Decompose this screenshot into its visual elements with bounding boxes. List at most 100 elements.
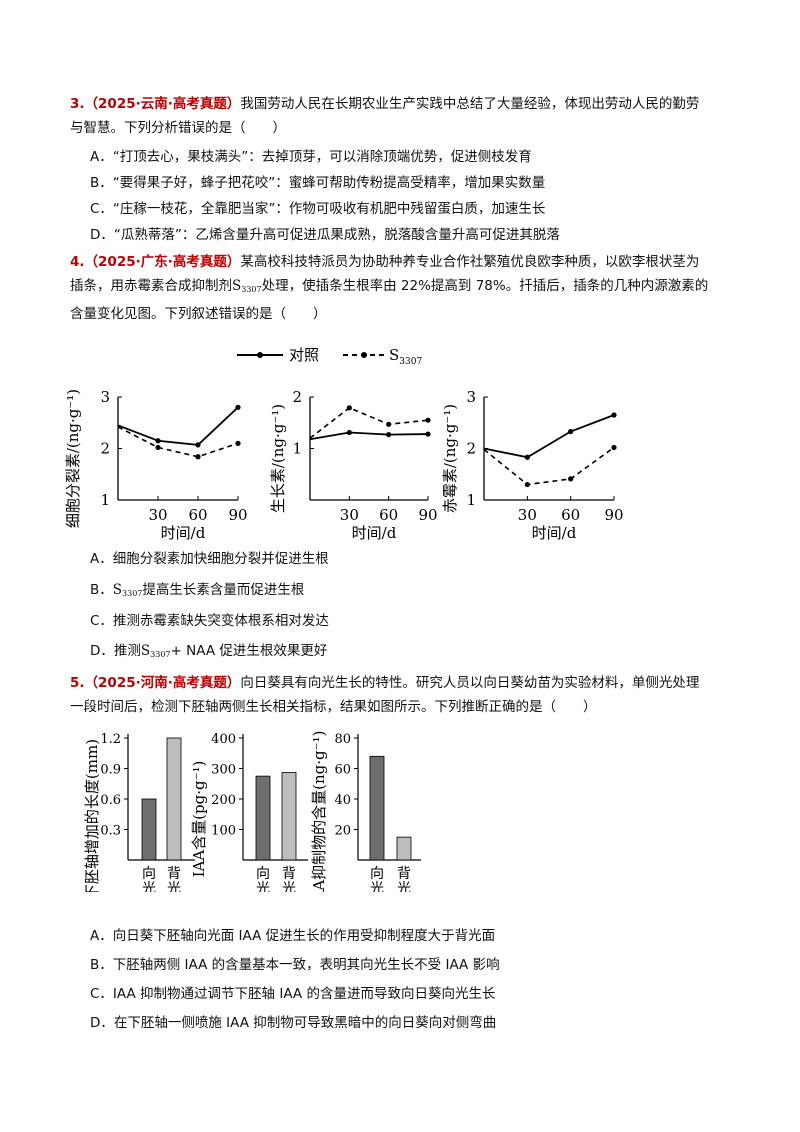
q4-line-charts: 对照 S3307 1 2 3 30 60 90 时间/d 细胞分裂素/(ng·g⁻¹) 1 2 3…: [64, 346, 624, 542]
y-tick-label: 2: [292, 388, 302, 406]
y-tick-label: 1: [292, 440, 302, 458]
question-number: 5.: [70, 675, 85, 691]
y-tick-label: 300: [211, 763, 236, 778]
data-point: [611, 444, 617, 451]
line-chart-cytokinin: 1 2 3 30 60 90 时间/d 细胞分裂素/(ng·g⁻¹): [64, 388, 248, 542]
x-tick-label: 90: [418, 506, 437, 524]
x-category-label: 背光面: [167, 866, 181, 892]
y-tick-label: 0.6: [100, 793, 121, 808]
bar-chart-iaa-content: 100 200 300 400 向光面背光面 IAA含量(pg·g⁻¹): [190, 732, 308, 892]
option-a[interactable]: A．向日葵下胚轴向光面 IAA 促进生长的作用受抑制程度大于背光面: [90, 928, 496, 944]
question-text: 与智慧。下列分析错误的是（ ）: [70, 120, 286, 136]
y-tick-label: 0.9: [100, 763, 121, 778]
data-point: [568, 428, 574, 435]
y-axis-label: 细胞分裂素/(ng·g⁻¹): [64, 389, 82, 528]
bar-shade-side: [281, 772, 297, 861]
series-line-treatment: [117, 426, 239, 458]
option-c[interactable]: C．“庄稼一枝花，全靠肥当家”：作物可吸收有机肥中残留蛋白质，加速生长: [90, 201, 546, 217]
y-tick-label: 200: [211, 793, 236, 808]
data-point: [346, 429, 352, 436]
y-tick-label: 1: [100, 491, 110, 509]
y-tick-label: 20: [334, 824, 351, 839]
y-axis-label: 下胚轴增加的长度(mm): [83, 739, 101, 892]
question-source: （2025·云南·高考真题）: [84, 96, 241, 112]
y-tick-label: 1: [466, 491, 476, 509]
data-point: [346, 405, 352, 411]
y-axis-label: IAA抑制物的含量(ng·g⁻¹): [310, 731, 328, 892]
y-tick-label: 400: [211, 732, 236, 747]
series-line-treatment: [309, 406, 429, 439]
y-tick-label: 1.2: [100, 732, 121, 747]
bar-light-side: [141, 798, 157, 861]
y-tick-label: 3: [100, 388, 110, 406]
y-tick-label: 0.3: [100, 824, 121, 839]
question-number: 3.: [70, 96, 85, 112]
option-a[interactable]: A．“打顶去心，果枝满头”：去掉顶芽，可以消除顶端优势，促进侧枝发育: [90, 149, 532, 165]
question-text: 处理，使插条生根率由 22%提高到 78%。扦插后，插条的几种内源激素的: [261, 278, 709, 294]
series-line-control: [117, 406, 239, 446]
x-category-label: 背光面: [282, 866, 296, 892]
y-tick-label: 80: [334, 732, 351, 747]
data-point: [524, 454, 530, 460]
question-text: 某高校科技特派员为协助种养专业合作社繁殖优良欧李种质，以欧李根状茎为: [240, 254, 700, 270]
question-3-stem: 3.（2025·云南·高考真题）我国劳动人民在长期农业生产实践中总结了大量经验，…: [70, 92, 735, 140]
y-axis-label: 生长素/(ng·g⁻¹): [269, 404, 287, 513]
option-b[interactable]: B．“要得果子好，蜂子把花咬”：蜜蜂可帮助传粉提高受精率，增加果实数量: [90, 175, 546, 191]
question-text: 含量变化见图。下列叙述错误的是（ ）: [70, 306, 327, 322]
x-tick-label: 60: [188, 506, 207, 524]
x-tick-label: 30: [340, 506, 359, 524]
x-tick-label: 90: [228, 506, 247, 524]
question-text: 插条，用赤霉素合成抑制剂: [70, 278, 232, 294]
x-category-label: 背光面: [397, 866, 411, 892]
bar-shade-side: [396, 836, 412, 861]
question-source: （2025·河南·高考真题）: [84, 675, 241, 691]
bar-light-side: [369, 755, 385, 861]
option-d[interactable]: D．推测S3307+ NAA 促进生根效果更好: [90, 643, 328, 659]
x-tick-label: 30: [518, 506, 537, 524]
y-tick-label: 2: [100, 440, 110, 458]
data-point: [235, 404, 241, 410]
option-d[interactable]: D．“瓜熟蒂落”：乙烯含量升高可促进瓜果成熟，脱落酸含量升高可促进其脱落: [90, 227, 560, 243]
data-point: [235, 440, 241, 446]
question-text: 我国劳动人民在长期农业生产实践中总结了大量经验，体现出劳动人民的勤劳: [240, 96, 700, 112]
data-point: [195, 454, 201, 460]
bar-chart-hypocotyl-length: 0.3 0.6 0.9 1.2 向光面背光面 下胚轴增加的长度(mm): [83, 732, 195, 892]
bar-shade-side: [166, 737, 182, 861]
y-axis-label: IAA含量(pg·g⁻¹): [190, 761, 208, 878]
option-c[interactable]: C．IAA 抑制物通过调节下胚轴 IAA 的含量进而导致向日葵向光生长: [90, 986, 496, 1002]
x-category-label: 向光面: [142, 866, 156, 892]
question-source: （2025·广东·高考真题）: [84, 254, 241, 270]
y-tick-label: 2: [466, 440, 476, 458]
y-axis-label: 赤霉素/(ng·g⁻¹): [441, 404, 459, 513]
y-tick-label: 60: [334, 763, 351, 778]
y-tick-label: 100: [211, 824, 236, 839]
bar-chart-iaa-inhibitor: 20 40 60 80 向光面背光面 IAA抑制物的含量(ng·g⁻¹): [310, 731, 421, 892]
option-b[interactable]: B．S3307提高生长素含量而促进生根: [90, 582, 305, 598]
series-line-treatment: [483, 446, 615, 486]
x-tick-label: 90: [604, 506, 623, 524]
data-point: [195, 442, 201, 448]
x-axis-label: 时间/d: [352, 524, 397, 542]
x-tick-label: 30: [148, 506, 167, 524]
bar-light-side: [255, 775, 271, 861]
question-4-stem: 4.（2025·广东·高考真题）某高校科技特派员为协助种养专业合作社繁殖优良欧李…: [70, 250, 735, 326]
data-point: [155, 438, 161, 444]
data-point: [425, 431, 431, 437]
compound-name: S3307: [232, 278, 262, 294]
chart-legend: 对照 S3307: [237, 346, 422, 367]
option-a[interactable]: A．细胞分裂素加快细胞分裂并促进生根: [90, 551, 329, 567]
data-point: [425, 417, 431, 423]
x-axis-label: 时间/d: [532, 524, 577, 542]
option-b[interactable]: B．下胚轴两侧 IAA 的含量基本一致，表明其向光生长不受 IAA 影响: [90, 957, 500, 973]
x-tick-label: 60: [561, 506, 580, 524]
x-axis-label: 时间/d: [161, 524, 206, 542]
y-tick-label: 40: [334, 793, 351, 808]
x-category-label: 向光面: [370, 866, 384, 892]
option-d[interactable]: D．在下胚轴一侧喷施 IAA 抑制物可导致黑暗中的向日葵向对侧弯曲: [90, 1015, 497, 1031]
question-5-stem: 5.（2025·河南·高考真题）向日葵具有向光生长的特性。研究人员以向日葵幼苗为…: [70, 671, 735, 719]
option-c[interactable]: C．推测赤霉素缺失突变体根系相对发达: [90, 613, 329, 629]
series-line-control: [309, 431, 429, 441]
data-point: [386, 431, 392, 438]
series-line-control: [483, 414, 615, 459]
x-tick-label: 60: [379, 506, 398, 524]
